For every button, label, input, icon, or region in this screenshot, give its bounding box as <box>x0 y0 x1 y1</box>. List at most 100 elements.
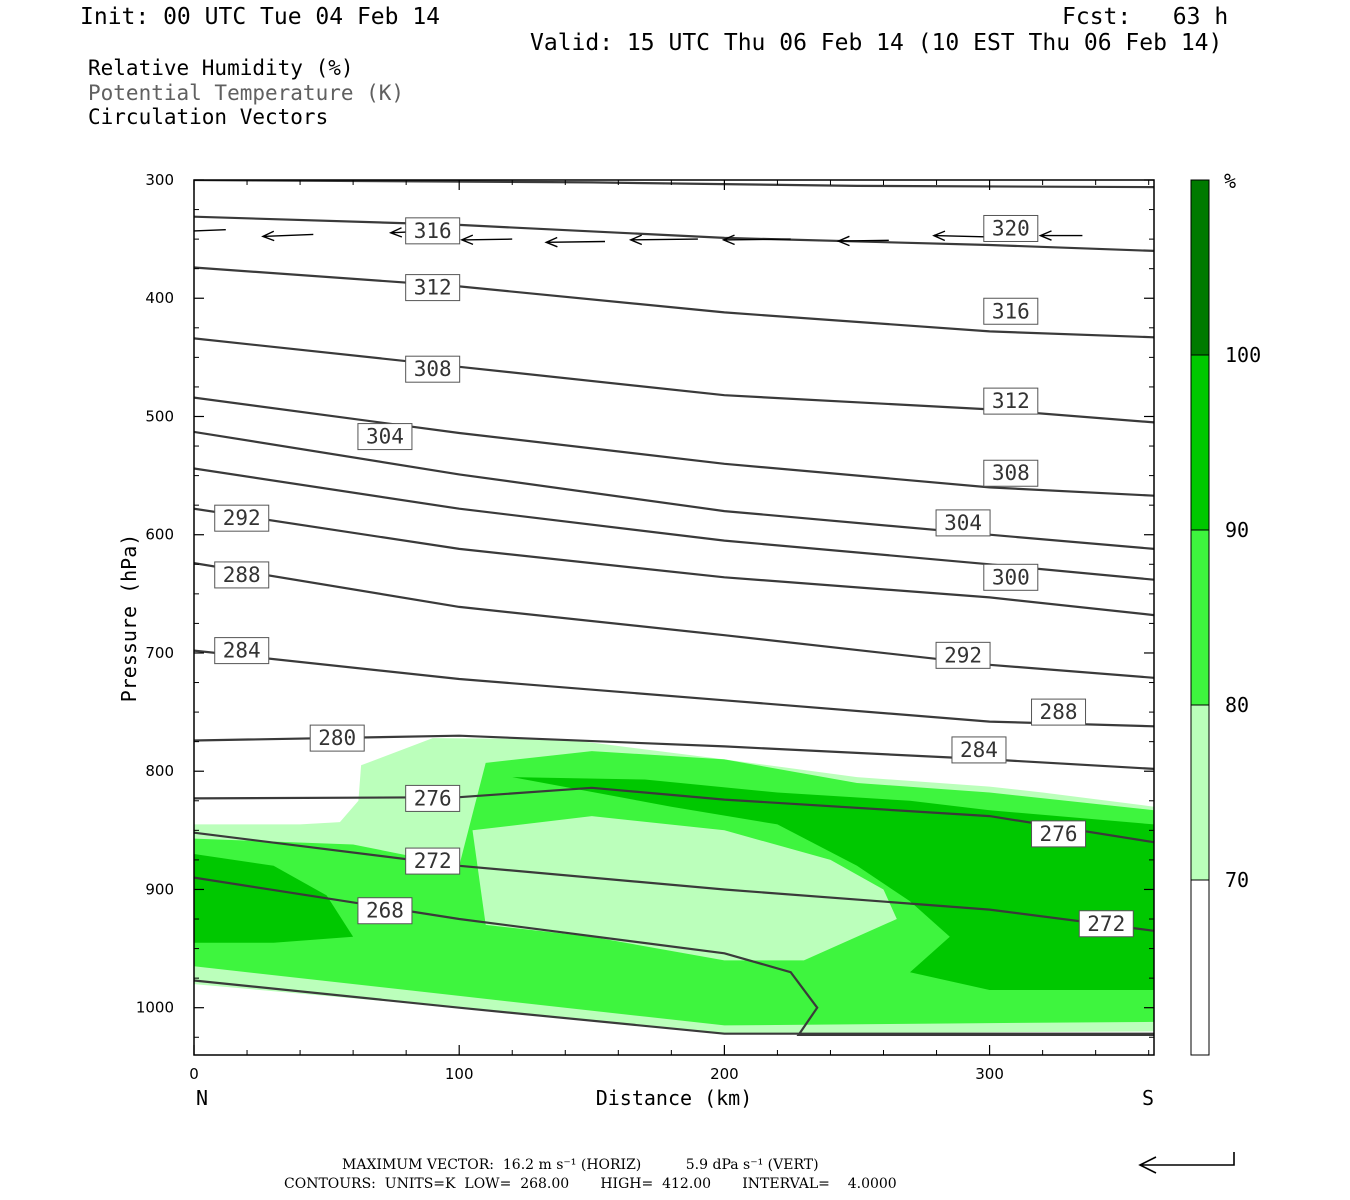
colorbar-unit: % <box>1224 169 1236 193</box>
theta-contour-268 <box>194 876 1154 1036</box>
theta-contour-280 <box>194 734 1154 770</box>
circulation-vector <box>194 229 226 232</box>
contour-label-box <box>935 641 991 669</box>
axes: 0 100 200 300 300 400 500 600 700 800 900 1000 <box>136 171 1154 1083</box>
theta-contour-272 <box>194 831 1154 932</box>
rh-region-90 <box>194 854 354 943</box>
contour-label-284: 284 <box>960 738 998 762</box>
contour-label-272: 272 <box>414 849 452 873</box>
x-axis-title: Distance (km) <box>596 1086 753 1110</box>
contour-label-308: 308 <box>414 357 452 381</box>
reference-vector <box>1138 1152 1235 1174</box>
colorbar-segment <box>1191 530 1209 705</box>
contour-label-268: 268 <box>366 899 404 923</box>
rh-region-80-hole <box>472 816 897 961</box>
contour-label-284: 284 <box>223 639 261 663</box>
contour-label-box <box>309 724 365 752</box>
colorbar-label-100: 100 <box>1225 343 1261 367</box>
contour-label-box <box>357 423 413 451</box>
contour-label-box <box>983 387 1039 415</box>
y-tick-label-800: 800 <box>145 762 174 780</box>
contour-label-308: 308 <box>992 461 1030 485</box>
contour-label-316: 316 <box>414 219 452 243</box>
x-tick-label-0: 0 <box>189 1065 199 1083</box>
contour-label-box <box>214 637 270 665</box>
contour-summary: CONTOURS: UNITS=K LOW= 268.00 HIGH= 412.… <box>284 1176 897 1192</box>
contour-label-box <box>214 561 270 589</box>
contour-label-276: 276 <box>1040 822 1078 846</box>
theta-contour-300 <box>194 430 1154 550</box>
colorbar-segment <box>1191 705 1209 880</box>
circulation-vector <box>628 234 698 246</box>
contour-label-box <box>983 459 1039 487</box>
circulation-vector <box>261 230 314 242</box>
theta-contour-312 <box>194 266 1154 339</box>
contour-label-292: 292 <box>944 643 982 667</box>
contour-label-box <box>357 897 413 925</box>
theta-contour-320 <box>194 180 1154 189</box>
contour-label-box <box>1031 698 1087 726</box>
init-time: Init: 00 UTC Tue 04 Feb 14 <box>80 4 441 30</box>
theta-contour-316 <box>194 215 1154 252</box>
y-tick-label-500: 500 <box>145 407 174 425</box>
contour-label-288: 288 <box>223 563 261 587</box>
x-tick-label-300: 300 <box>975 1065 1004 1083</box>
colorbar: 100 90 80 70% <box>1190 169 1261 1056</box>
colorbar-label-90: 90 <box>1225 518 1249 542</box>
contour-label-276: 276 <box>414 786 452 810</box>
theta-contour-288 <box>194 562 1154 679</box>
contour-label-304: 304 <box>944 511 982 535</box>
valid-time: Valid: 15 UTC Thu 06 Feb 14 (10 EST Thu … <box>530 30 1223 56</box>
x-tick-label-200: 200 <box>710 1065 739 1083</box>
contour-label-280: 280 <box>318 726 356 750</box>
circulation-vector <box>932 230 985 242</box>
legend-relative-humidity: Relative Humidity (%) <box>88 56 354 80</box>
contour-label-272: 272 <box>1087 912 1125 936</box>
contour-label-304: 304 <box>366 425 404 449</box>
circulation-vector <box>836 235 889 247</box>
contour-label-box <box>405 217 461 245</box>
circulation-vector <box>1038 230 1083 241</box>
circulation-vector <box>459 234 513 246</box>
colorbar-label-80: 80 <box>1225 693 1249 717</box>
contour-label-box <box>405 847 461 875</box>
theta-contour-264 <box>194 979 1154 1035</box>
y-tick-label-600: 600 <box>145 526 174 544</box>
max-vector-note: MAXIMUM VECTOR: 16.2 m s⁻¹ (HORIZ) 5.9 d… <box>342 1157 819 1173</box>
theta-contour-308 <box>194 337 1154 424</box>
contour-label-box <box>1031 820 1087 848</box>
contour-label-292: 292 <box>223 506 261 530</box>
plot-frame <box>193 179 1155 1056</box>
y-tick-label-700: 700 <box>145 644 174 662</box>
circulation-vector <box>544 236 606 248</box>
south-label: S <box>1142 1086 1154 1110</box>
legend-potential-temperature: Potential Temperature (K) <box>88 81 405 105</box>
theta-contour-304 <box>194 396 1154 497</box>
north-label: N <box>196 1086 208 1110</box>
forecast-hour: Fcst: 63 h <box>1062 4 1229 30</box>
contour-label-box <box>405 355 461 383</box>
y-axis-title: Pressure (hPa) <box>117 534 141 703</box>
contour-label-box <box>983 563 1039 591</box>
contour-label-box <box>935 509 991 537</box>
contour-label-box <box>214 504 270 532</box>
contour-label-320: 320 <box>992 216 1030 240</box>
colorbar-segment <box>1191 880 1209 1055</box>
contour-labels: 316 320 312 316 308 312 304 308 292 304 288 300 284 2… <box>214 214 1134 938</box>
contour-label-box <box>405 784 461 812</box>
theta-contour-284 <box>194 649 1154 728</box>
contour-label-box <box>983 297 1039 325</box>
reference-vector-arrow <box>1138 1152 1235 1174</box>
theta-contour-292 <box>194 507 1154 617</box>
colorbar-segment <box>1191 180 1209 355</box>
circulation-vectors <box>194 227 1083 248</box>
contour-label-288: 288 <box>1040 700 1078 724</box>
rh-region-90 <box>512 777 1154 990</box>
colorbar-frame <box>1190 179 1210 1056</box>
legend-circulation-vectors: Circulation Vectors <box>88 105 329 129</box>
contour-label-box <box>983 214 1039 242</box>
contour-label-box <box>1078 910 1134 938</box>
contour-label-316: 316 <box>992 299 1030 323</box>
contour-label-312: 312 <box>992 389 1030 413</box>
